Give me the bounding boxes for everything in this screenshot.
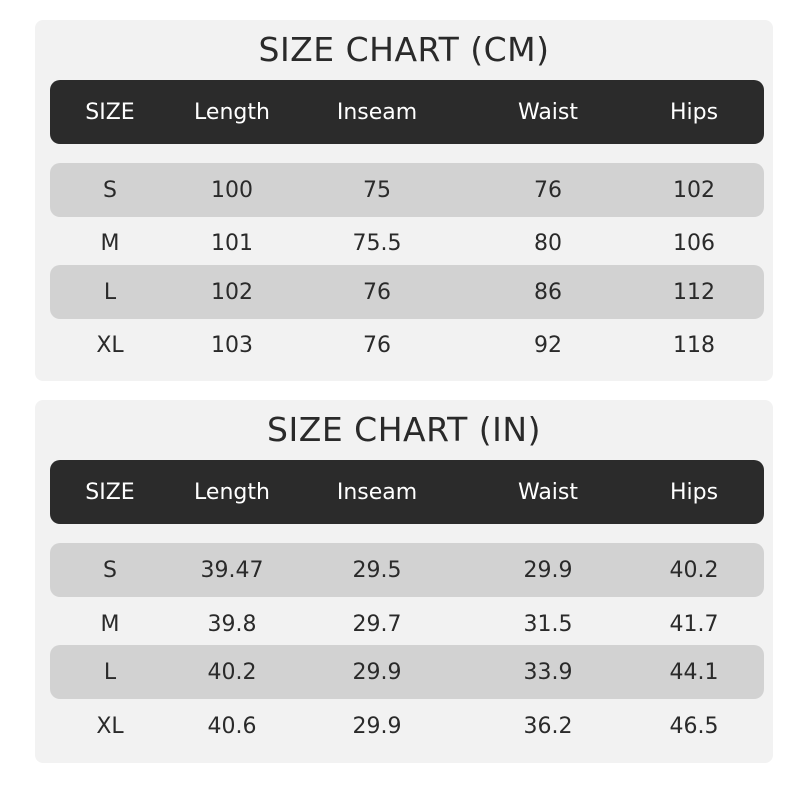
table-cell: 92 — [534, 332, 562, 358]
size-chart-in: SIZE CHART (IN) SIZE Length Inseam Waist Hips… — [35, 400, 773, 763]
table-cell: 39.47 — [200, 557, 264, 583]
table-row: XL 103 76 92 118 — [50, 318, 764, 372]
table-row: M 39.8 29.7 31.5 41.7 — [50, 597, 764, 651]
table-cell: L — [103, 659, 117, 685]
size-chart-cm: SIZE CHART (CM) SIZE Length Inseam Waist Hips… — [35, 20, 773, 381]
table-cell: 31.5 — [523, 611, 573, 637]
column-header: Waist — [517, 479, 579, 505]
table-row: L 40.2 29.9 33.9 44.1 — [50, 645, 764, 699]
table-cell: 75.5 — [352, 230, 402, 256]
table-cell: 40.2 — [669, 557, 719, 583]
table-cell: 76 — [534, 177, 562, 203]
column-header: Length — [194, 479, 270, 505]
table-cell: 76 — [363, 279, 391, 305]
table-cell: 86 — [534, 279, 562, 305]
table-cell: S — [103, 177, 117, 203]
table-cell: 41.7 — [669, 611, 719, 637]
table-cell: 33.9 — [523, 659, 573, 685]
table-cell: 44.1 — [669, 659, 719, 685]
column-header: Waist — [517, 99, 579, 125]
table-cell: 102 — [211, 279, 253, 305]
table-cell: 29.9 — [352, 659, 402, 685]
table-title: SIZE CHART (CM) — [258, 30, 550, 69]
table-cell: 76 — [363, 332, 391, 358]
table-row: S 39.47 29.5 29.9 40.2 — [50, 543, 764, 597]
table-title: SIZE CHART (IN) — [267, 410, 541, 449]
table-cell: 36.2 — [523, 713, 573, 739]
table-cell: 40.2 — [207, 659, 257, 685]
column-header: Hips — [669, 479, 719, 505]
table-cell: 40.6 — [207, 713, 257, 739]
table-cell: M — [100, 611, 120, 637]
table-cell: 106 — [673, 230, 715, 256]
table-row: S 100 75 76 102 — [50, 163, 764, 217]
table-cell: L — [103, 279, 117, 305]
header-row: SIZE Length Inseam Waist Hips — [50, 460, 764, 524]
table-cell: 101 — [211, 230, 253, 256]
header-row: SIZE Length Inseam Waist Hips — [50, 80, 764, 144]
table-cell: M — [100, 230, 120, 256]
column-header: Length — [194, 99, 270, 125]
table-row: L 102 76 86 112 — [50, 265, 764, 319]
column-header: SIZE — [85, 99, 135, 125]
table-cell: 29.5 — [352, 557, 402, 583]
table-cell: 118 — [673, 332, 715, 358]
table-cell: S — [103, 557, 117, 583]
table-cell: 103 — [211, 332, 253, 358]
table-row: M 101 75.5 80 106 — [50, 216, 764, 270]
column-header: Inseam — [336, 99, 418, 125]
table-cell: XL — [96, 332, 124, 358]
column-header: Hips — [669, 99, 719, 125]
table-cell: 29.9 — [523, 557, 573, 583]
table-cell: 39.8 — [207, 611, 257, 637]
table-cell: 80 — [534, 230, 562, 256]
table-cell: 102 — [673, 177, 715, 203]
table-cell: 46.5 — [669, 713, 719, 739]
table-cell: XL — [96, 713, 124, 739]
table-row: XL 40.6 29.9 36.2 46.5 — [50, 699, 764, 753]
table-cell: 75 — [363, 177, 391, 203]
table-cell: 112 — [673, 279, 715, 305]
table-cell: 100 — [211, 177, 253, 203]
table-cell: 29.9 — [352, 713, 402, 739]
column-header: SIZE — [85, 479, 135, 505]
column-header: Inseam — [336, 479, 418, 505]
table-cell: 29.7 — [352, 611, 402, 637]
